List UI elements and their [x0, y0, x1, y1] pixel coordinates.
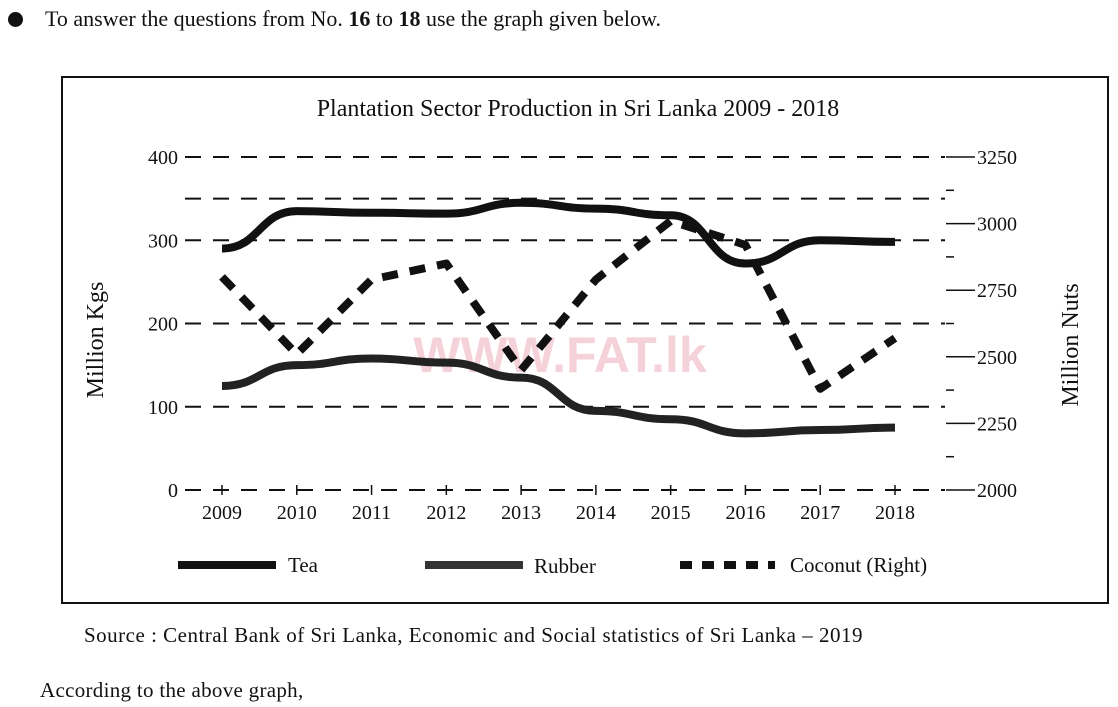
chart-title: Plantation Sector Production in Sri Lank… [317, 96, 840, 122]
y2-tick-label-2500: 2500 [977, 347, 1017, 369]
series-line-coconut [219, 216, 898, 393]
x-tick-label-2009: 2009 [202, 502, 242, 524]
question-from: 16 [348, 6, 371, 31]
bullet-icon [8, 11, 23, 27]
x-tick-label-2010: 2010 [277, 502, 317, 524]
x-tick-label-2014: 2014 [576, 502, 616, 524]
source-note: Source : Central Bank of Sri Lanka, Econ… [84, 623, 864, 647]
series-line-tea [221, 198, 896, 268]
y-tick-label-400: 400 [148, 147, 178, 169]
instruction-prefix: To answer the questions from No. [45, 6, 343, 31]
chart-watermark: WWW.FAT.lk [413, 327, 707, 383]
series-line-rubber [221, 354, 896, 438]
instruction-suffix: use the graph given below. [425, 6, 661, 31]
x-tick-label-2018: 2018 [875, 502, 915, 524]
instruction-line: To answer the questions from No. 16 to 1… [8, 6, 661, 32]
y2-axis-label: Million Nuts [1058, 283, 1084, 406]
closing-text: According to the above graph, [40, 678, 304, 702]
y2-tick-label-2250: 2250 [977, 413, 1017, 435]
y-tick-label-0: 0 [168, 480, 178, 502]
x-tick-label-2012: 2012 [426, 502, 466, 524]
y-tick-label-200: 200 [148, 314, 178, 336]
x-tick-label-2013: 2013 [501, 502, 541, 524]
question-to: 18 [398, 6, 421, 31]
y-tick-label-100: 100 [148, 397, 178, 419]
legend-label-tea: Tea [288, 553, 319, 577]
legend-label-rubber: Rubber [534, 554, 596, 578]
y-axis-label: Million Kgs [83, 282, 109, 399]
instruction-to: to [375, 6, 393, 31]
legend-label-coconut: Coconut (Right) [790, 553, 927, 577]
y2-tick-label-2000: 2000 [977, 480, 1017, 502]
y2-tick-label-2750: 2750 [977, 280, 1017, 302]
x-tick-label-2016: 2016 [725, 502, 765, 524]
y2-tick-label-3250: 3250 [977, 147, 1017, 169]
y-tick-label-300: 300 [148, 230, 178, 252]
y2-tick-label-3000: 3000 [977, 214, 1017, 236]
x-tick-label-2011: 2011 [352, 502, 391, 524]
x-tick-label-2017: 2017 [800, 502, 840, 524]
x-tick-label-2015: 2015 [651, 502, 691, 524]
chart-frame [61, 76, 1109, 604]
